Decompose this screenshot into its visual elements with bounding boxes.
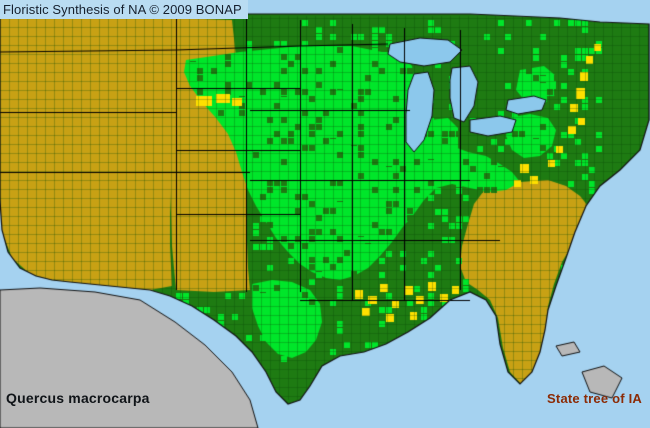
map-canvas: [0, 0, 650, 428]
species-name-label: Quercus macrocarpa: [6, 390, 150, 406]
map-title-banner: Floristic Synthesis of NA © 2009 BONAP: [0, 0, 248, 19]
state-tree-note-label: State tree of IA: [547, 391, 642, 406]
bonap-distribution-map: Floristic Synthesis of NA © 2009 BONAP Q…: [0, 0, 650, 428]
